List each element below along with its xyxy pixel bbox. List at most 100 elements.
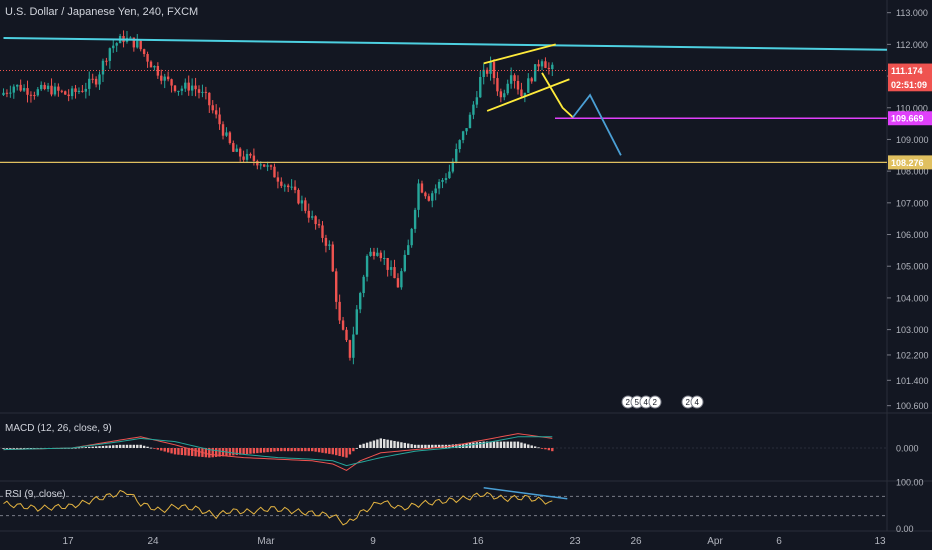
macd-hist-bar [22,448,26,449]
candle-body [166,76,170,80]
macd-hist-bar [331,448,334,455]
candle-body [437,181,441,189]
projection-blue-path [572,93,622,156]
candle-body [317,224,321,226]
macd-hist-bar [26,448,29,449]
event-marker-label: 5 [635,398,640,407]
candle-body [506,83,509,94]
macd-hist-bar [16,448,19,449]
event-marker-label: 4 [644,398,649,407]
macd-hist-bar [245,448,249,455]
candle-body [112,45,115,49]
price-tick-label: 102.200 [896,350,929,360]
macd-hist-bar [208,448,211,458]
candle-body [479,77,482,98]
candle-body [115,43,118,46]
rsi-label: RSI (9, close) [5,489,66,500]
macd-hist-bar [359,444,362,448]
candle-body [256,160,259,166]
candle-body [465,128,468,132]
candle-body [290,186,293,188]
macd-hist-bar [383,439,386,448]
macd-hist-bar [177,448,180,455]
candle-body [280,181,283,186]
macd-hist-bar [485,441,489,448]
macd-hist-bar [266,448,269,453]
candle-body [540,61,544,67]
macd-hist-bar [249,448,252,454]
candle-body [407,245,410,255]
macd-hist-bar [400,442,403,448]
candle-body [403,254,407,272]
macd-hist-bar [407,443,410,448]
candle-body [523,92,527,97]
candle-body [201,91,204,93]
candle-body [527,78,530,93]
candle-body [516,80,520,90]
macd-hist-bar [256,448,259,454]
candle-body [197,89,201,93]
candle-body [328,244,331,246]
macd-hist-bar [365,442,369,448]
macd-hist-bar [533,446,537,448]
macd-hist-bar [479,441,482,448]
macd-hist-bar [101,445,105,448]
candle-body [36,89,39,96]
price-tick-label: 108.000 [896,167,929,177]
macd-hist-bar [314,448,317,452]
macd-hist-bar [273,448,276,452]
candle-body [26,88,29,95]
macd-hist-bar [108,445,112,448]
price-tick-label: 109.000 [896,135,929,145]
candle-body [232,143,235,152]
macd-hist-bar [348,448,352,455]
macd-hist-bar [115,445,118,448]
candle-body [228,132,232,144]
candle-body [352,334,355,358]
price-tick-label: 104.000 [896,293,929,303]
macd-hist-bar [184,448,187,456]
candle-body [307,210,310,218]
candle-body [276,177,280,182]
candle-body [238,148,242,157]
macd-hist-bar [509,441,513,448]
price-tag [888,155,932,170]
candle-body [94,78,98,85]
macd-hist-bar [492,441,496,448]
macd-hist-bar [393,440,396,448]
candle-body [335,271,338,302]
candle-body [420,183,424,193]
candle-body [311,216,314,218]
candle-body [259,164,262,166]
resistance-trendline [3,37,888,51]
macd-hist-bar [190,448,194,456]
event-marker-label: 2 [653,398,658,407]
candle-body [67,94,70,97]
candle-body [242,156,245,160]
candle-body [389,267,393,270]
macd-hist-bar [338,448,341,456]
macd-hist-bar [221,448,225,457]
price-tick-label: 103.000 [896,325,929,335]
macd-hist-bar [328,448,331,454]
macd-hist-bar [437,444,441,448]
price-tag-label: 111.174 [891,66,923,76]
candle-body [341,320,345,330]
candle-body [235,148,238,152]
macd-hist-bar [235,448,238,456]
macd-hist-bar [280,448,283,452]
event-marker [690,395,704,409]
macd-hist-bar [496,441,499,448]
candle-body [417,183,420,210]
candle-body [50,85,53,95]
candle-body [163,76,166,81]
candle-body [348,340,352,358]
macd-hist-bar [105,445,108,448]
candle-body [170,79,173,86]
macd-hist-bar [139,444,142,448]
time-tick-label: 24 [147,536,159,547]
macd-hist-bar [180,448,184,456]
macd-hist-bar [283,448,286,452]
macd-hist-bar [259,448,262,453]
